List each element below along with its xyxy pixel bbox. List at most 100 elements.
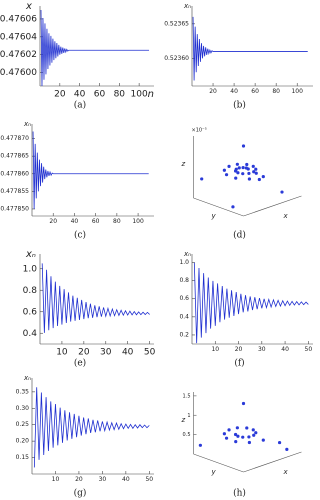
z-tick-label: 1 [187,413,190,419]
y-tick-label: 0.52360 [164,55,189,62]
x-tick-label: 20 [54,90,66,100]
x-tick-label: 40 [122,476,130,483]
x-tick-label: 40 [71,218,79,225]
caption: (g) [74,488,87,499]
x-tick-label: 60 [92,218,100,225]
y-axis [193,453,244,473]
x-axis-label: n [148,89,154,100]
caption: (a) [74,100,86,111]
y-axis-label: x [25,1,32,12]
x-tick-label: 10 [52,476,60,483]
z-axis-label: z [181,160,186,168]
data-line [41,263,150,333]
point [245,162,249,167]
x-tick-label: 20 [49,218,57,225]
y-axis-label: xₙ [183,2,191,10]
x-tick-label: 10 [211,346,219,353]
y-axis-label: y [211,212,217,220]
x-tick-label: 80 [113,218,121,225]
y-axis [193,197,244,217]
x-axis-label: x [283,212,289,220]
point [241,144,246,148]
point [237,166,241,170]
point [246,167,250,171]
point [257,177,261,182]
point [198,443,202,447]
data-line [192,16,308,81]
x-tick-label: 80 [114,90,126,100]
y-tick-label: 0.47600 [0,68,37,78]
point [245,426,249,430]
point [254,431,258,435]
point [235,162,239,166]
point [247,435,251,439]
data-line [33,387,150,468]
point [241,401,246,406]
x-axis [243,451,302,473]
y-tick-label: 0.477865 [0,153,29,160]
point [277,440,282,445]
point [234,167,238,171]
y-tick-label: 0.47606 [0,14,37,24]
point [234,176,238,180]
point [254,171,258,175]
x-tick-label: 100 [291,88,303,95]
y-axis-label: y [211,468,217,476]
y-tick-label: 0.47604 [0,32,37,42]
x-tick-label: 20 [78,348,90,358]
point [233,432,238,437]
y-tick-label: 0.477855 [0,188,29,195]
point [252,170,256,174]
x-tick-label: 60 [94,90,106,100]
point [236,434,240,438]
y-tick-label: 0.2 [179,331,189,338]
y-tick-label: 0.6 [23,307,38,317]
x-tick-label: 60 [251,88,259,95]
point [222,168,226,172]
point [247,171,251,176]
y-tick-label: 0.6 [179,295,189,302]
point [285,447,289,451]
y-axis-label: xₙ [25,249,36,260]
y-axis-label: xₙ [23,374,31,382]
x-tick-label: 40 [230,88,238,95]
x-axis-label: x [283,468,289,476]
point [280,190,284,194]
x-tick-label: 10 [56,348,68,358]
z-tick-label: 1.5 [183,393,191,399]
x-tick-label: 20 [235,346,243,353]
x-tick-label: 30 [99,476,107,483]
data-line [193,262,309,344]
x-tick-label: 50 [305,346,313,353]
caption: (b) [233,100,246,111]
x-tick-label: 30 [258,346,266,353]
data-line [40,9,150,87]
point [251,428,255,432]
x-tick-label: 40 [122,348,134,358]
caption: (h) [233,488,246,499]
y-tick-label: 0.477870 [0,135,29,142]
point [236,171,240,175]
point [261,438,265,442]
x-tick-label: 50 [144,348,156,358]
z-tick-label: 0.5 [183,432,191,438]
y-axis-label: xₙ [23,120,31,128]
y-tick-label: 0.477850 [0,205,29,212]
caption: (f) [234,358,244,369]
y-tick-label: 0.52365 [164,20,189,27]
point [247,440,251,445]
point [252,433,256,437]
point [251,164,255,168]
point [231,205,235,209]
x-tick-label: 100 [132,218,144,225]
x-tick-label: 40 [74,90,86,100]
y-tick-label: 0.4 [23,329,38,339]
x-tick-label: 100 [131,90,148,100]
caption: (d) [233,230,246,241]
x-tick-label: 20 [209,88,217,95]
data-line [32,131,149,209]
y-tick-label: 0.8 [179,277,189,284]
point [241,165,245,170]
y-tick-label: 1.0 [23,264,38,274]
